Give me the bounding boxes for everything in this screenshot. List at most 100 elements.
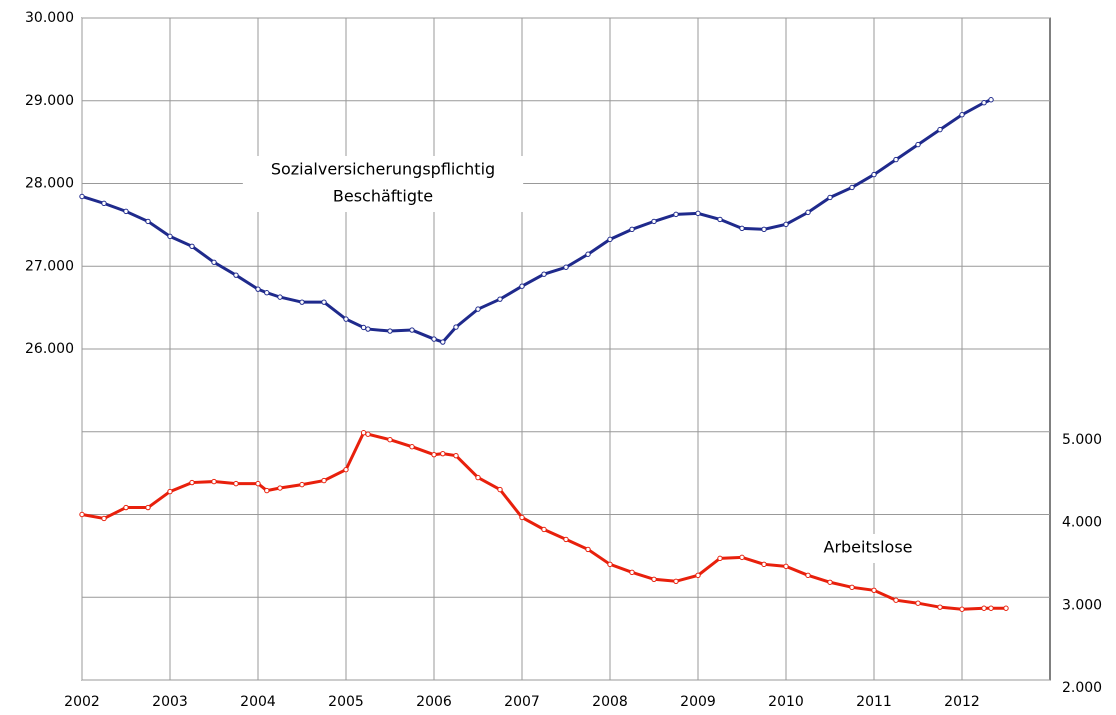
x-tick-label: 2011 <box>856 694 892 710</box>
annotation-text: Arbeitslose <box>824 538 913 557</box>
point <box>79 511 85 518</box>
point <box>893 597 899 603</box>
y-tick-label: 30.000 <box>25 10 74 26</box>
y2-tick-label: 2.000 <box>1062 680 1102 696</box>
point <box>343 316 349 322</box>
point <box>321 299 327 305</box>
point <box>739 225 745 232</box>
point <box>959 112 965 118</box>
y2-tick-label: 4.000 <box>1062 515 1102 531</box>
point <box>629 226 635 233</box>
point <box>101 200 107 207</box>
x-tick-label: 2008 <box>592 694 628 710</box>
point <box>255 286 261 292</box>
y-tick-label: 27.000 <box>25 258 74 274</box>
point <box>981 100 987 106</box>
point <box>475 306 481 312</box>
point <box>827 579 833 585</box>
point <box>440 450 446 457</box>
x-tick-label: 2005 <box>328 694 364 710</box>
point <box>101 515 107 522</box>
point <box>189 479 195 486</box>
point <box>717 555 723 562</box>
point <box>673 211 679 218</box>
point <box>365 431 371 437</box>
point <box>849 584 855 591</box>
point <box>761 226 767 233</box>
annotation: Arbeitslose <box>795 534 941 563</box>
point <box>607 236 613 243</box>
point <box>321 477 327 484</box>
point <box>264 290 270 296</box>
point <box>123 504 129 511</box>
point <box>387 436 393 443</box>
point <box>1003 605 1009 611</box>
point <box>673 578 679 584</box>
point <box>937 126 943 133</box>
point <box>959 606 965 612</box>
annotation: Sozialversicherungspflichtig Beschäftigte <box>242 156 524 212</box>
point <box>277 294 283 300</box>
point <box>988 605 994 611</box>
point <box>805 209 811 216</box>
point <box>783 563 789 570</box>
point <box>519 283 525 289</box>
point <box>761 561 767 568</box>
point <box>563 536 569 543</box>
point <box>805 572 811 579</box>
point <box>299 299 305 305</box>
annotation-bg <box>242 156 524 212</box>
point <box>167 233 173 240</box>
point <box>827 194 833 201</box>
point <box>563 264 569 270</box>
point <box>255 480 261 487</box>
point <box>717 216 723 223</box>
point <box>233 480 239 487</box>
point <box>343 466 349 473</box>
point <box>189 243 195 250</box>
x-tick-label: 2007 <box>504 694 540 710</box>
point <box>453 452 459 459</box>
point <box>299 481 305 488</box>
point <box>167 488 173 495</box>
y-tick-label: 29.000 <box>25 93 74 109</box>
point <box>360 430 367 436</box>
point <box>277 485 283 491</box>
point <box>651 218 657 225</box>
point <box>893 156 899 163</box>
series-line <box>81 98 992 344</box>
point <box>585 251 591 257</box>
point <box>409 327 415 333</box>
point <box>871 171 877 178</box>
x-tick-label: 2010 <box>768 694 804 710</box>
point <box>475 474 481 481</box>
point <box>145 218 151 225</box>
point <box>79 193 85 200</box>
x-tick-label: 2003 <box>152 694 188 710</box>
annotation-text: Sozialversicherungspflichtig <box>271 160 495 179</box>
point <box>695 572 701 579</box>
x-tick-label: 2009 <box>680 694 716 710</box>
point <box>497 296 503 302</box>
point <box>123 208 129 215</box>
point <box>915 600 921 606</box>
point <box>607 561 613 568</box>
point <box>981 605 987 611</box>
point <box>849 184 855 191</box>
y-tick-label: 26.000 <box>25 341 74 357</box>
point <box>431 336 437 342</box>
x-tick-label: 2006 <box>416 694 452 710</box>
point <box>988 97 994 103</box>
point <box>519 514 525 521</box>
point <box>365 326 371 332</box>
x-tick-label: 2002 <box>64 694 100 710</box>
point <box>915 141 921 148</box>
point <box>739 554 745 561</box>
point <box>783 221 789 228</box>
point <box>497 486 503 493</box>
y-tick-label: 28.000 <box>25 176 74 192</box>
point <box>233 272 239 278</box>
point <box>211 478 217 485</box>
point <box>145 504 151 511</box>
point <box>360 324 367 331</box>
